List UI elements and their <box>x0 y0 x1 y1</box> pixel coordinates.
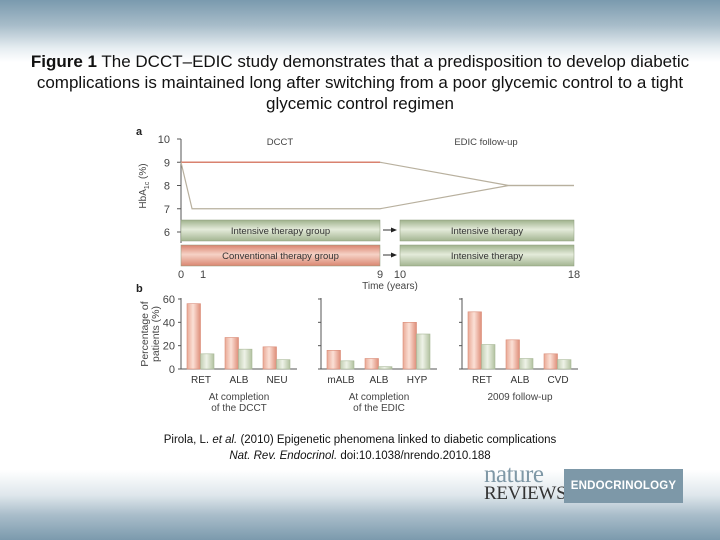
bar-intensive <box>519 358 534 370</box>
logo-nature: nature <box>484 461 544 488</box>
logo-section: ENDOCRINOLOGY <box>564 469 683 503</box>
group-title: At completion <box>209 392 270 403</box>
category-label: ALB <box>230 375 249 386</box>
figure-caption: Figure 1 The DCCT–EDIC study demonstrate… <box>30 51 690 114</box>
x-tick-label: 9 <box>377 269 383 281</box>
figure-label: Figure 1 <box>30 52 97 71</box>
therapy-bar <box>399 219 575 242</box>
group-title: 2009 follow-up <box>487 392 552 403</box>
bar-intensive <box>378 366 393 370</box>
category-label: NEU <box>266 375 287 386</box>
bar-intensive <box>200 353 215 370</box>
therapy-bar-label: Conventional therapy group <box>222 251 339 262</box>
y-axis-label: HbA1c (%) <box>138 163 151 208</box>
therapy-bar <box>180 219 381 242</box>
arrow-icon <box>391 252 397 258</box>
bar-intensive <box>276 359 291 370</box>
panel-b-label: b <box>136 283 143 295</box>
x-tick-label: 0 <box>178 269 184 281</box>
y-tick-label: 10 <box>158 134 170 146</box>
therapy-bar-label: Intensive therapy group <box>231 226 330 237</box>
y-tick-label-b: 20 <box>163 341 175 353</box>
bar-intensive <box>238 348 253 370</box>
bar-intensive <box>416 333 431 370</box>
panel-b: b Percentage ofpatients (%) 0 20 40 60 RET ALB N… <box>136 283 578 414</box>
bar-conventional <box>543 353 558 370</box>
bar-conventional <box>505 339 520 370</box>
group-title: of the EDIC <box>353 403 405 414</box>
bar-conventional <box>467 311 482 370</box>
arrow-icon <box>391 227 397 233</box>
x-tick-label: 10 <box>394 269 406 281</box>
bar-conventional <box>224 337 239 370</box>
y-tick-label: 8 <box>164 181 170 193</box>
therapy-bar-label: Intensive therapy <box>451 226 524 237</box>
y-tick-label: 9 <box>164 157 170 169</box>
therapy-bar-label: Intensive therapy <box>451 251 524 262</box>
therapy-bar <box>399 244 575 267</box>
group-title: of the DCCT <box>211 403 267 414</box>
journal-logo: nature REVIEWS ENDOCRINOLOGY <box>484 462 684 504</box>
figure-caption-text: The DCCT–EDIC study demonstrates that a … <box>36 52 690 113</box>
y-tick-label: 7 <box>164 204 170 216</box>
panel-a-label: a <box>136 126 143 138</box>
bar-conventional <box>364 358 379 370</box>
bar-intensive <box>340 360 355 370</box>
category-label: ALB <box>370 375 389 386</box>
bar-intensive <box>481 344 496 370</box>
logo-reviews: REVIEWS <box>484 483 567 504</box>
y-tick-label: 6 <box>164 227 170 239</box>
line-intensive <box>180 162 574 210</box>
category-label: RET <box>191 375 211 386</box>
bar-intensive <box>557 359 572 370</box>
x-tick-label: 1 <box>200 269 206 281</box>
y-tick-label-b: 40 <box>163 317 175 329</box>
category-label: RET <box>472 375 492 386</box>
bar-group: RET ALB CVD 2009 follow-up <box>459 298 578 403</box>
therapy-bar <box>180 244 381 267</box>
category-label: mALB <box>327 375 355 386</box>
bar-conventional <box>186 303 201 370</box>
category-label: ALB <box>511 375 530 386</box>
citation-line-2: Nat. Rev. Endocrinol. doi:10.1038/nrendo… <box>229 450 491 462</box>
section-label-dcct: DCCT <box>267 137 294 148</box>
citation: Pirola, L. et al. (2010) Epigenetic phen… <box>100 432 620 464</box>
citation-line-1: Pirola, L. et al. (2010) Epigenetic phen… <box>163 434 557 446</box>
category-label: CVD <box>547 375 568 386</box>
x-tick-label: 18 <box>568 269 580 281</box>
y-axis-label-b: Percentage ofpatients (%) <box>139 301 162 366</box>
group-title: At completion <box>349 392 410 403</box>
bar-conventional <box>326 350 341 370</box>
section-label-edic: EDIC follow-up <box>454 137 517 148</box>
y-tick-label-b: 60 <box>163 294 175 306</box>
bar-conventional <box>262 346 277 370</box>
bar-conventional <box>402 322 417 370</box>
x-axis-label: Time (years) <box>362 281 418 292</box>
category-label: HYP <box>407 375 428 386</box>
y-tick-label-b: 0 <box>169 364 175 376</box>
